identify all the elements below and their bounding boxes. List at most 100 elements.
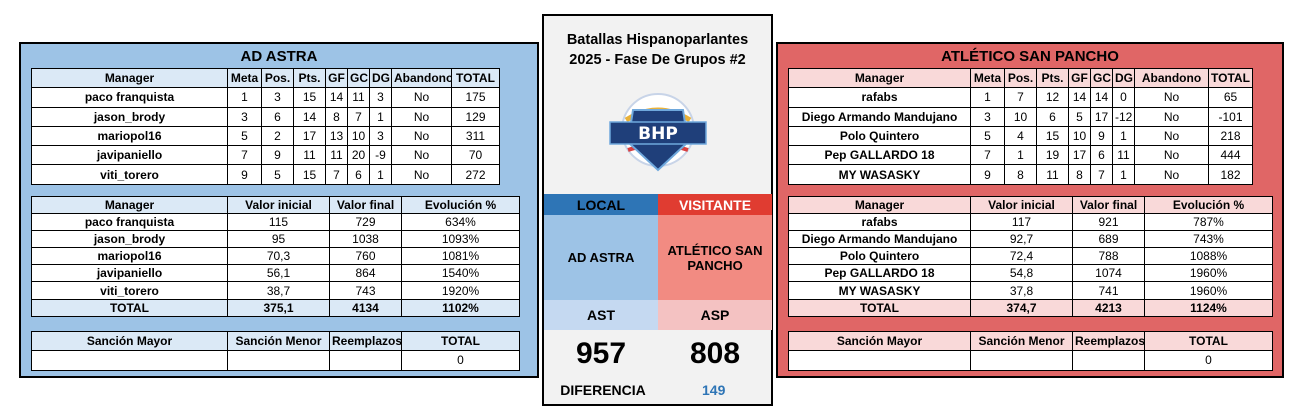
table-cell: 1920% [401, 281, 520, 300]
table-row: MY WASASKY 37,8 741 1960% [788, 281, 1273, 300]
table-cell: 20 [347, 145, 370, 166]
column-header: DG [369, 67, 392, 89]
column-header: Valor inicial [227, 195, 330, 215]
difference-value: 149 [702, 382, 726, 398]
table-cell: 272 [451, 164, 500, 185]
table-cell: 689 [1072, 230, 1145, 249]
table-cell: 7 [347, 106, 370, 127]
table-row: Pep GALLARDO 18 7 1 19 17 6 11 No 444 [788, 145, 1253, 166]
column-header: GF [1068, 67, 1091, 89]
table-cell: 129 [451, 106, 500, 127]
manager-name-cell: MY WASASKY [788, 281, 971, 300]
table-cell: 7 [970, 145, 1005, 166]
manager-name-cell: Diego Armando Mandujano [788, 230, 971, 249]
manager-name-cell: MY WASASKY [788, 164, 971, 185]
table-cell: 14 [1068, 87, 1091, 108]
column-header: Reemplazos [1072, 330, 1145, 352]
column-header: Reemplazos [329, 330, 402, 352]
penalty-cell [970, 350, 1073, 371]
column-header: Sanción Menor [970, 330, 1073, 352]
table-cell: 741 [1072, 281, 1145, 300]
column-header: Pos. [261, 67, 294, 89]
table-cell: 6 [1036, 106, 1069, 127]
table-cell: 8 [1068, 164, 1091, 185]
table-row: paco franquista 115 729 634% [31, 213, 520, 232]
penalty-cell [227, 350, 330, 371]
table-cell: 5 [227, 125, 262, 147]
header-row: Manager Valor inicial Valor final Evolución… [788, 195, 1273, 215]
table-cell: 2 [261, 125, 294, 147]
header-row: Manager Meta Pos. Pts. GF GC DG Abandono TOTAL [31, 67, 500, 89]
table-cell: 760 [329, 247, 402, 266]
table-cell: 4 [1004, 125, 1037, 147]
table-cell: No [1134, 106, 1209, 127]
table-cell: 9 [227, 164, 262, 185]
penalty-cell: 0 [1144, 350, 1273, 371]
visitor-abbr: ASP [658, 300, 772, 330]
table-cell: 56,1 [227, 264, 330, 283]
table-cell: No [1134, 87, 1209, 108]
table-cell: 3 [261, 87, 294, 108]
table-cell: 3 [369, 125, 392, 147]
penalty-cell [1072, 350, 1145, 371]
local-abbr: AST [544, 300, 658, 330]
table-cell: -12 [1112, 106, 1135, 127]
local-values-table: Manager Valor inicial Valor final Evolución… [31, 195, 520, 317]
table-cell: 5 [1068, 106, 1091, 127]
column-header: Manager [788, 67, 971, 89]
table-cell: 9 [970, 164, 1005, 185]
local-team-panel: AD ASTRA Manager Meta Pos. Pts. GF GC DG Abando… [19, 42, 539, 378]
manager-name-cell: jason_brody [31, 106, 228, 127]
table-cell: 743% [1144, 230, 1273, 249]
table-cell: 72,4 [970, 247, 1073, 266]
column-header: Manager [31, 195, 228, 215]
table-cell: 37,8 [970, 281, 1073, 300]
table-row: jason_brody 3 6 14 8 7 1 No 129 [31, 106, 500, 127]
manager-name-cell: jason_brody [31, 230, 228, 249]
table-cell: 787% [1144, 213, 1273, 232]
table-cell: 444 [1208, 145, 1253, 166]
table-cell: No [391, 87, 452, 108]
table-cell: 3 [369, 87, 392, 108]
visitor-team-name: ATLÉTICO SAN PANCHO [658, 215, 772, 300]
table-cell: -9 [369, 145, 392, 166]
table-row: javipaniello 56,1 864 1540% [31, 264, 520, 283]
table-cell: 921 [1072, 213, 1145, 232]
table-cell: No [1134, 125, 1209, 147]
manager-name-cell: viti_torero [31, 281, 228, 300]
table-cell: 1 [227, 87, 262, 108]
total-cell: 1102% [401, 298, 520, 317]
table-cell: 11 [293, 145, 326, 166]
table-row: viti_torero 38,7 743 1920% [31, 281, 520, 300]
table-cell: 115 [227, 213, 330, 232]
column-header: GC [1090, 67, 1113, 89]
column-header: Meta [227, 67, 262, 89]
table-row: javipaniello 7 9 11 11 20 -9 No 70 [31, 145, 500, 166]
table-row: rafabs 117 921 787% [788, 213, 1273, 232]
visitor-score: 808 [689, 337, 741, 370]
column-header: Meta [970, 67, 1005, 89]
table-cell: No [391, 164, 452, 185]
column-header: TOTAL [1208, 67, 1253, 89]
table-cell: 5 [261, 164, 294, 185]
manager-name-cell: paco franquista [31, 87, 228, 108]
column-header: GC [347, 67, 370, 89]
table-cell: 5 [970, 125, 1005, 147]
table-cell: No [1134, 164, 1209, 185]
table-cell: 1 [1112, 164, 1135, 185]
table-cell: 1074 [1072, 264, 1145, 283]
table-cell: 15 [1036, 125, 1069, 147]
table-cell: 70,3 [227, 247, 330, 266]
table-cell: 17 [1090, 106, 1113, 127]
table-cell: 1 [970, 87, 1005, 108]
header-row: Sanción Mayor Sanción Menor Reemplazos TOTA… [31, 330, 520, 352]
column-header: Abandono [391, 67, 452, 89]
manager-name-cell: paco franquista [31, 213, 228, 232]
column-header: Sanción Mayor [788, 330, 971, 352]
table-cell: 788 [1072, 247, 1145, 266]
table-cell: 8 [325, 106, 348, 127]
manager-name-cell: javipaniello [31, 145, 228, 166]
local-score: 957 [575, 337, 627, 370]
table-cell: 1540% [401, 264, 520, 283]
table-cell: 19 [1036, 145, 1069, 166]
